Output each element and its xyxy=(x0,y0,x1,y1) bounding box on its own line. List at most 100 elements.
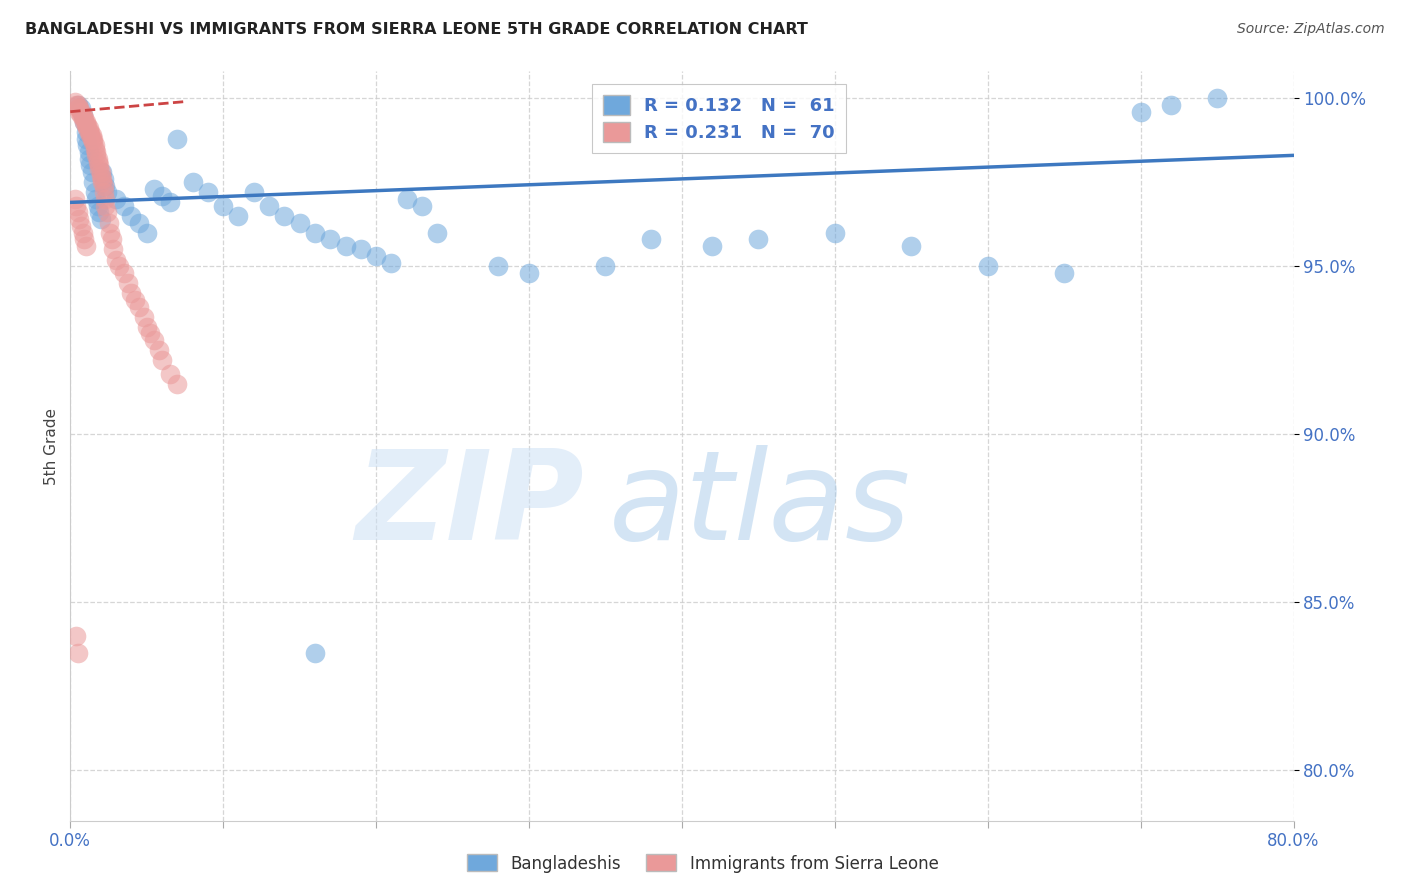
Point xyxy=(70,108,93,122)
Point xyxy=(75,131,97,145)
Point xyxy=(380,256,402,270)
Point xyxy=(98,226,121,240)
Point xyxy=(89,205,111,219)
Legend: Bangladeshis, Immigrants from Sierra Leone: Bangladeshis, Immigrants from Sierra Leo… xyxy=(461,847,945,880)
Point xyxy=(91,172,114,186)
Point xyxy=(105,252,128,267)
Point xyxy=(70,104,93,119)
Point xyxy=(304,646,326,660)
Point xyxy=(228,209,250,223)
Point xyxy=(73,115,96,129)
Point xyxy=(80,131,103,145)
Point xyxy=(66,205,89,219)
Point xyxy=(197,186,219,200)
Point xyxy=(747,232,769,246)
Point xyxy=(150,188,173,202)
Point xyxy=(100,232,122,246)
Point xyxy=(77,125,100,139)
Point xyxy=(1129,104,1152,119)
Point xyxy=(87,155,110,169)
Point xyxy=(117,276,139,290)
Point xyxy=(366,249,388,263)
Point xyxy=(65,98,87,112)
Point xyxy=(73,112,96,126)
Point xyxy=(517,266,540,280)
Point xyxy=(112,266,135,280)
Point xyxy=(257,199,280,213)
Text: Source: ZipAtlas.com: Source: ZipAtlas.com xyxy=(1237,22,1385,37)
Point xyxy=(94,192,117,206)
Point xyxy=(181,175,204,189)
Point xyxy=(70,219,93,233)
Point xyxy=(159,195,181,210)
Point xyxy=(79,128,101,143)
Point xyxy=(243,186,266,200)
Point xyxy=(112,199,135,213)
Point xyxy=(65,629,87,643)
Point xyxy=(97,216,120,230)
Point xyxy=(96,205,118,219)
Point xyxy=(488,259,510,273)
Point xyxy=(1160,98,1182,112)
Point xyxy=(139,326,162,341)
Point xyxy=(87,152,110,166)
Point xyxy=(91,165,114,179)
Point xyxy=(70,101,93,115)
Point xyxy=(76,118,98,132)
Point xyxy=(121,286,143,301)
Point xyxy=(66,646,89,660)
Point xyxy=(84,145,107,159)
Point xyxy=(350,243,373,257)
Point xyxy=(824,226,846,240)
Point xyxy=(900,239,922,253)
Point xyxy=(159,367,181,381)
Point xyxy=(69,101,91,115)
Point xyxy=(166,131,188,145)
Point xyxy=(395,192,418,206)
Point xyxy=(101,243,124,257)
Point xyxy=(84,148,107,162)
Point xyxy=(76,138,98,153)
Point xyxy=(77,121,100,136)
Point xyxy=(90,212,112,227)
Point xyxy=(75,115,97,129)
Point xyxy=(166,376,188,391)
Point xyxy=(82,135,104,149)
Point xyxy=(66,101,89,115)
Point xyxy=(82,175,104,189)
Legend: R = 0.132   N =  61, R = 0.231   N =  70: R = 0.132 N = 61, R = 0.231 N = 70 xyxy=(592,84,845,153)
Point xyxy=(79,125,101,139)
Point xyxy=(148,343,170,358)
Point xyxy=(1053,266,1076,280)
Text: atlas: atlas xyxy=(609,445,911,566)
Point xyxy=(702,239,724,253)
Point xyxy=(288,216,311,230)
Point xyxy=(82,131,104,145)
Point xyxy=(75,125,97,139)
Point xyxy=(128,216,150,230)
Point xyxy=(69,212,91,227)
Point xyxy=(319,232,342,246)
Point xyxy=(63,192,86,206)
Point xyxy=(96,186,118,200)
Point xyxy=(1206,91,1229,105)
Point xyxy=(80,128,103,143)
Point xyxy=(90,169,112,183)
Point xyxy=(121,209,143,223)
Point xyxy=(105,192,128,206)
Point xyxy=(72,108,94,122)
Point xyxy=(80,165,103,179)
Point xyxy=(77,145,100,159)
Point xyxy=(89,158,111,172)
Text: BANGLADESHI VS IMMIGRANTS FROM SIERRA LEONE 5TH GRADE CORRELATION CHART: BANGLADESHI VS IMMIGRANTS FROM SIERRA LE… xyxy=(25,22,808,37)
Point xyxy=(411,199,433,213)
Point xyxy=(93,186,115,200)
Point xyxy=(77,152,100,166)
Point xyxy=(66,98,89,112)
Point xyxy=(595,259,617,273)
Point xyxy=(94,178,117,193)
Point xyxy=(75,118,97,132)
Point xyxy=(93,178,115,193)
Point xyxy=(143,333,166,347)
Point xyxy=(83,138,105,153)
